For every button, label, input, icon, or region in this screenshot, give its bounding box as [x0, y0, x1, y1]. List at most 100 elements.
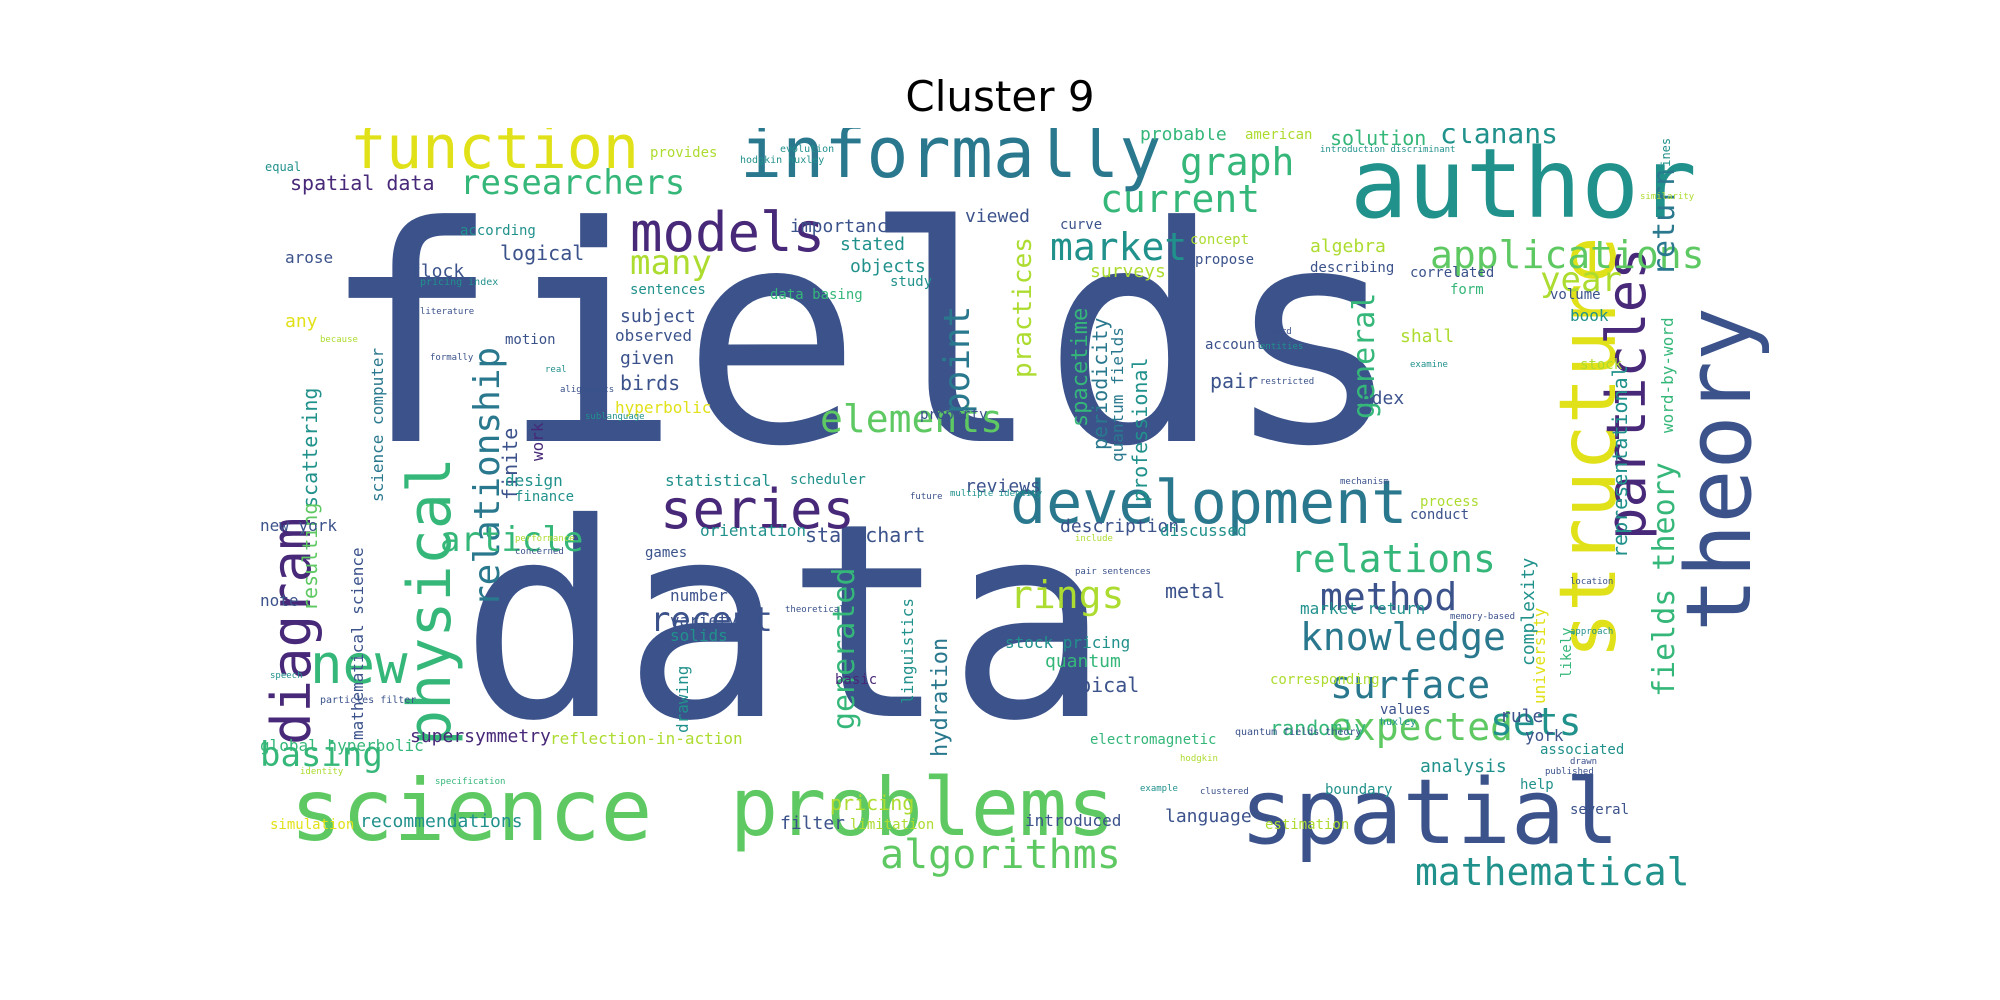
cloud-word: graph	[1180, 140, 1295, 184]
cloud-word: spatial data	[290, 171, 435, 195]
cloud-word: practices	[1008, 237, 1038, 379]
cloud-word: new york	[260, 516, 338, 535]
cloud-word: analysis	[1420, 756, 1507, 777]
cloud-word: scheduler	[790, 472, 866, 488]
cloud-word: work	[528, 422, 547, 462]
cloud-word: applications	[1430, 233, 1705, 277]
cloud-word: process	[1420, 494, 1480, 510]
cloud-word: mathematical	[1415, 850, 1690, 894]
cloud-word: published	[1545, 767, 1594, 777]
cloud-word: complexity	[1518, 557, 1539, 666]
cloud-word: basic	[835, 672, 878, 688]
cloud-word: example	[1140, 784, 1178, 794]
cloud-word: development	[1010, 468, 1408, 538]
cloud-word: identity	[300, 767, 344, 777]
cloud-word: market	[1050, 225, 1188, 269]
cloud-word: data	[460, 465, 1111, 780]
cloud-word: orientation	[700, 521, 806, 540]
cloud-word: recent	[650, 600, 773, 640]
cloud-word: approach	[1570, 627, 1614, 637]
cloud-word: market return	[1300, 599, 1426, 618]
cloud-word: filter	[780, 813, 846, 834]
cloud-word: book	[1570, 306, 1609, 325]
cloud-word: professional	[1128, 357, 1152, 503]
cloud-word: drawn	[1570, 757, 1598, 767]
cloud-word: language	[1165, 806, 1252, 827]
cloud-word: rule	[1500, 706, 1544, 727]
word-cloud: fields data author theory spatial structure sc…	[260, 128, 1790, 898]
cloud-word: introduction discriminant	[1320, 145, 1456, 155]
cloud-word: article	[440, 520, 584, 560]
cloud-word: pricing index	[420, 277, 499, 288]
cloud-word: probable	[1140, 128, 1227, 145]
cloud-word: sentences	[630, 282, 706, 298]
cloud-word: pair	[1210, 369, 1259, 393]
cloud-word: surveys	[1090, 261, 1166, 282]
cloud-word: linguistics	[898, 597, 917, 704]
cloud-word: logical	[500, 241, 585, 265]
cloud-word: because	[320, 335, 358, 345]
cloud-word: hodgkin huxley	[740, 155, 825, 166]
cloud-word: subject	[620, 306, 696, 327]
cloud-word: american	[1245, 128, 1313, 143]
cloud-word: reviews	[965, 476, 1041, 497]
cloud-word: solution	[1330, 128, 1427, 150]
cloud-word: memory-based	[1450, 612, 1516, 622]
cloud-word: spatial	[1240, 760, 1620, 865]
cloud-word: stock pricing	[1005, 633, 1131, 652]
cloud-word: number	[670, 586, 728, 605]
cloud-word: method	[1320, 575, 1458, 619]
cloud-word: solids	[670, 626, 728, 645]
cloud-word: formally	[430, 353, 474, 363]
cloud-word: future	[910, 492, 943, 502]
cloud-word: account	[1205, 337, 1265, 353]
cloud-word: sets	[1490, 700, 1582, 744]
cloud-word: location	[1570, 577, 1614, 587]
cloud-word: function	[350, 128, 639, 183]
cloud-word: specification	[435, 777, 506, 787]
cloud-word: stated	[840, 234, 906, 255]
cloud-word: quantum fields	[1108, 327, 1127, 463]
cloud-word: conduct	[1410, 507, 1470, 523]
cloud-word: hyperbolic	[615, 398, 712, 417]
cloud-word: expected	[1330, 705, 1514, 749]
cloud-word: games	[645, 545, 688, 561]
cloud-word: description	[1060, 516, 1180, 537]
cloud-word: supersymmetry	[410, 726, 551, 747]
cloud-word: researchers	[460, 163, 686, 203]
cloud-word: performance	[515, 534, 575, 544]
cloud-word: huxley	[1380, 717, 1417, 728]
cloud-word: motion	[505, 332, 556, 348]
cloud-word: several	[1570, 802, 1630, 818]
cloud-word: flock	[410, 261, 465, 282]
cloud-word: speech	[270, 671, 303, 681]
cloud-word: propose	[1195, 252, 1255, 268]
cloud-word: multiple identity	[950, 489, 1043, 499]
cloud-word: theory	[1667, 306, 1772, 632]
cloud-word: science computer	[368, 347, 387, 502]
figure-title: Cluster 9	[905, 72, 1095, 121]
cloud-word: models	[630, 201, 826, 264]
cloud-word: quantum	[1045, 651, 1121, 672]
cloud-word: birds	[620, 371, 681, 395]
cloud-word: clahans	[1440, 128, 1559, 150]
cloud-word: mathematical science	[348, 547, 367, 740]
cloud-word: entities	[1260, 342, 1304, 352]
cloud-word: recommendations	[360, 811, 523, 832]
cloud-word: volume	[1550, 287, 1601, 303]
cloud-word: simulation	[270, 817, 355, 833]
cloud-word: particles filter	[320, 695, 417, 706]
cloud-word: any	[285, 311, 318, 332]
cloud-word: study	[890, 274, 933, 290]
cloud-word: word	[1270, 327, 1292, 337]
cloud-word: stock	[1580, 357, 1623, 373]
cloud-word: literature	[420, 307, 475, 317]
cloud-word: hydration	[928, 637, 953, 757]
cloud-word: basing	[260, 735, 383, 775]
cloud-word: examine	[1410, 360, 1448, 370]
cloud-word: concept	[1190, 232, 1250, 248]
cloud-word: introduced	[1025, 811, 1122, 830]
cloud-word: fields	[320, 163, 1404, 512]
cloud-word: series	[660, 478, 856, 541]
cloud-word: informally	[740, 128, 1162, 194]
